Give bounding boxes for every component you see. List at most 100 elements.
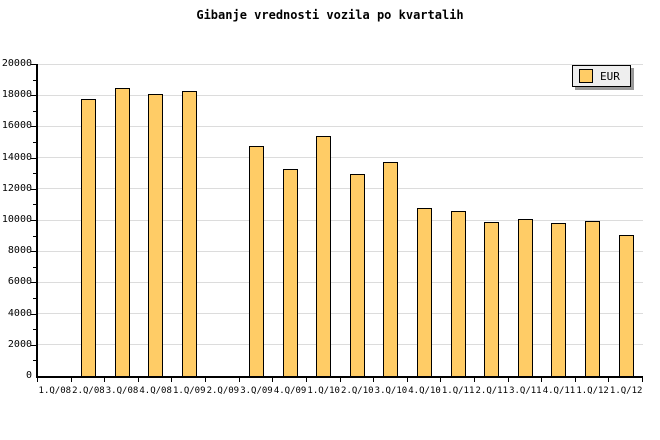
x-tick-13: [473, 378, 475, 382]
x-axis-label-3: 4.Q/08: [139, 386, 172, 396]
y-minor-tick-19000: [33, 79, 36, 81]
y-axis-label-20000: 20000: [1, 58, 32, 69]
y-major-tick-2000: [31, 344, 36, 346]
bar-2-q-08-1: [80, 99, 96, 376]
x-tick-6: [238, 378, 240, 382]
x-tick-7: [272, 378, 274, 382]
y-major-tick-16000: [31, 126, 36, 128]
legend: EUR: [572, 65, 631, 87]
y-axis-label-4000: 4000: [7, 307, 32, 319]
y-major-tick-10000: [31, 220, 36, 221]
x-axis-label-1: 2.Q/08: [72, 386, 105, 396]
gridline-2000: [38, 344, 643, 346]
bar-3-q-08-2: [114, 88, 130, 376]
y-major-tick-20000: [31, 64, 36, 65]
x-axis-label-12: 1.Q/11: [441, 386, 475, 396]
bar-4-q-10-11: [417, 208, 433, 376]
x-tick-1: [70, 378, 72, 382]
x-tick-14: [507, 378, 509, 382]
x-tick-9: [339, 378, 341, 382]
chart-title: Gibanje vrednosti vozila po kvartalih: [196, 8, 464, 22]
x-axis-label-4: 1.Q/09: [172, 386, 206, 396]
bar-3-q-11-14: [517, 219, 533, 376]
x-axis-label-14: 3.Q/11: [509, 386, 542, 396]
y-minor-tick-11000: [33, 204, 36, 206]
y-minor-tick-13000: [33, 173, 36, 175]
bar-1-q-12-17: [618, 234, 634, 376]
x-axis-label-15: 4.Q/11: [542, 386, 576, 396]
y-minor-tick-7000: [33, 266, 36, 268]
x-tick-11: [406, 378, 408, 382]
y-major-tick-8000: [31, 251, 36, 253]
x-axis-label-6: 3.Q/09: [240, 386, 273, 396]
y-axis-label-0: 0: [25, 370, 32, 381]
x-tick-5: [205, 378, 207, 382]
x-tick-3: [137, 378, 139, 382]
x-tick-18: [642, 378, 643, 382]
bar-2-q-11-13: [484, 222, 500, 376]
bar-1-q-09-4: [181, 90, 197, 376]
legend-label-eur: EUR: [600, 69, 620, 83]
x-tick-12: [440, 378, 442, 382]
x-axis-label-11: 4.Q/10: [408, 386, 441, 396]
x-tick-17: [608, 378, 610, 382]
bar-1-q-12-16: [585, 220, 601, 376]
y-axis-label-6000: 6000: [7, 276, 32, 288]
gridline-4000: [38, 313, 643, 315]
y-minor-tick-9000: [33, 235, 36, 237]
y-major-tick-18000: [31, 95, 36, 97]
bar-2-q-10-9: [349, 173, 365, 376]
x-axis-label-10: 3.Q/10: [374, 386, 408, 396]
gridline-14000: [38, 157, 643, 159]
y-minor-tick-3000: [33, 329, 36, 331]
gridline-6000: [38, 281, 643, 283]
y-axis-label-8000: 8000: [7, 245, 32, 257]
x-axis-label-13: 2.Q/11: [475, 386, 508, 396]
bar-3-q-09-6: [248, 145, 264, 376]
x-tick-10: [373, 378, 375, 382]
y-axis-label-18000: 18000: [1, 89, 32, 101]
bar-4-q-09-7: [282, 169, 298, 376]
y-major-tick-6000: [31, 282, 36, 284]
x-axis-label-8: 1.Q/10: [307, 386, 340, 396]
gridline-18000: [38, 94, 643, 96]
gridline-20000: [38, 63, 643, 65]
y-major-tick-4000: [31, 313, 36, 315]
legend-swatch-eur: [579, 69, 593, 83]
y-axis-label-14000: 14000: [1, 151, 32, 163]
y-axis-label-12000: 12000: [1, 182, 32, 194]
x-axis-label-7: 4.Q/09: [273, 386, 307, 396]
y-major-tick-14000: [31, 157, 36, 159]
bar-1-q-10-8: [316, 135, 332, 376]
bar-4-q-08-3: [148, 93, 164, 376]
gridline-10000: [38, 219, 643, 221]
y-axis-label-2000: 2000: [7, 338, 32, 350]
y-minor-tick-1000: [33, 360, 36, 362]
x-tick-0: [37, 378, 38, 382]
x-axis-label-17: 1.Q/12: [609, 386, 643, 396]
x-tick-15: [541, 378, 543, 382]
plot-area: [36, 63, 643, 378]
x-axis-label-16: 1.Q/12: [576, 386, 609, 396]
y-minor-tick-15000: [33, 142, 36, 143]
x-axis-label-0: 1.Q/08: [38, 386, 72, 396]
y-major-tick-12000: [31, 188, 36, 190]
y-axis-label-10000: 10000: [1, 214, 32, 225]
gridline-16000: [38, 125, 643, 127]
x-tick-2: [104, 378, 106, 382]
x-axis-label-9: 2.Q/10: [341, 386, 374, 396]
y-minor-tick-5000: [33, 298, 36, 299]
x-axis-label-5: 2.Q/09: [206, 386, 240, 396]
bar-3-q-10-10: [383, 162, 399, 376]
bar-4-q-11-15: [551, 223, 567, 376]
bar-1-q-11-12: [450, 211, 466, 376]
x-axis-label-2: 3.Q/08: [105, 386, 139, 396]
gridline-12000: [38, 188, 643, 190]
y-minor-tick-17000: [33, 110, 36, 112]
gridline-8000: [38, 250, 643, 252]
y-axis-label-16000: 16000: [1, 120, 32, 132]
x-tick-16: [574, 378, 576, 382]
x-tick-8: [305, 378, 307, 382]
x-tick-4: [171, 378, 173, 382]
